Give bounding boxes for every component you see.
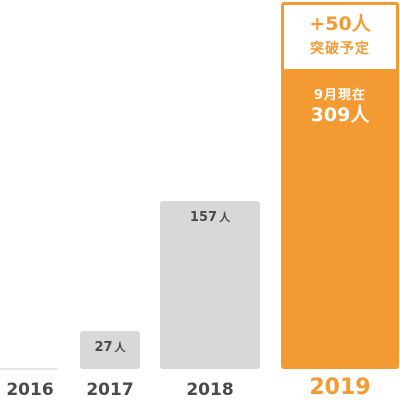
value-label-2018: 157 人 [190,210,231,225]
tick-label-2019: 2019 [309,375,370,400]
highlight-note-box [284,5,396,69]
highlight-note-top-line1: +50人 [309,13,371,35]
tick-label-2016: 2016 [6,380,53,400]
bar-2018 [160,201,260,369]
highlight-note-inner-line1: 9月現在 [314,87,366,103]
bar-2019 [281,2,399,369]
bar-2017 [80,331,140,369]
highlight-note-inner-line2: 309人 [311,104,371,126]
highlight-note-top-line2: 突破予定 [310,40,370,57]
tick-label-2018: 2018 [186,380,233,400]
bars-group [0,2,399,370]
value-label-2017: 27 人 [94,340,126,355]
tick-label-2017: 2017 [86,380,133,400]
